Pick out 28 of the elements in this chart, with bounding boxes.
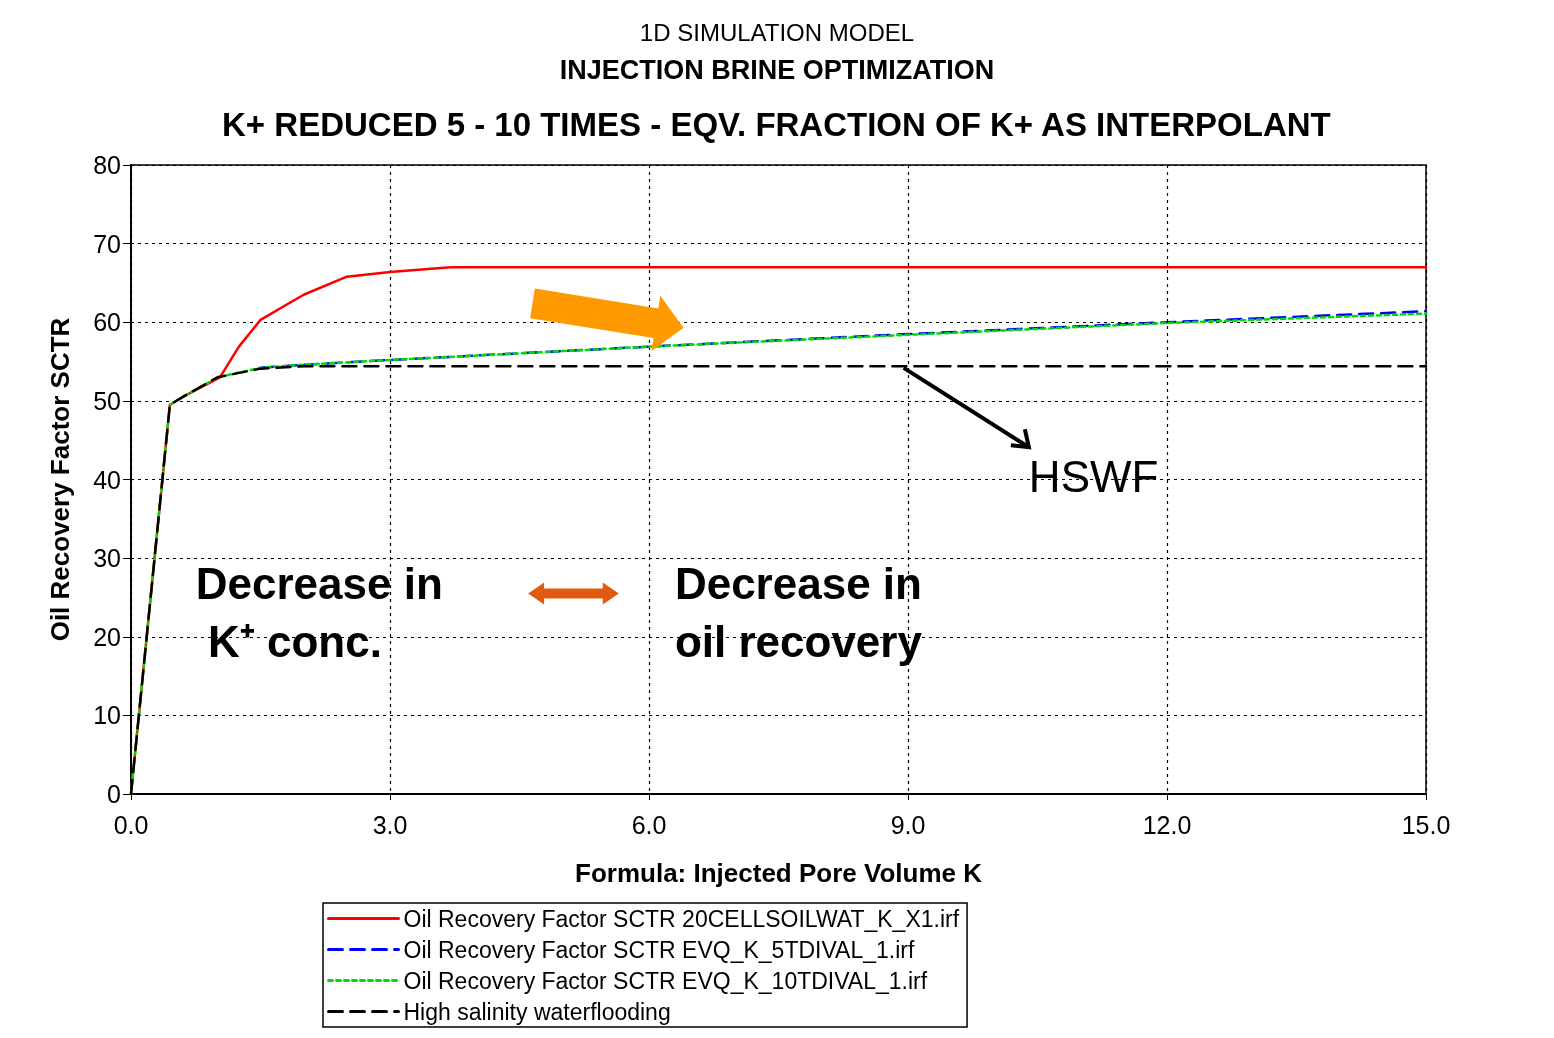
y-tick-label: 70 <box>93 229 121 258</box>
x-tick-label: 3.0 <box>372 810 408 839</box>
legend-label: High salinity waterflooding <box>403 998 671 1025</box>
y-tick-label: 20 <box>93 622 121 651</box>
y-axis-title: Oil Recovery Factor SCTR <box>45 317 75 642</box>
annotation: Decrease in K⁺ conc. <box>195 558 443 666</box>
x-tick-label: 9.0 <box>890 810 926 839</box>
legend-label: Oil Recovery Factor SCTR 20CELLSOILWAT_K_X1.irf <box>403 905 960 932</box>
text: 1D SIMULATION MODEL <box>639 18 915 46</box>
y-tick-label: 10 <box>93 701 121 730</box>
annotation: Decrease in oil recovery <box>674 558 935 666</box>
x-tick-label: 0.0 <box>113 810 149 839</box>
annotation: HSWF <box>1028 451 1159 501</box>
y-tick-label: 30 <box>93 544 121 573</box>
x-tick-label: 6.0 <box>631 810 667 839</box>
x-axis-title: Formula: Injected Pore Volume K <box>575 858 983 888</box>
x-tick-label: 12.0 <box>1142 810 1192 839</box>
y-tick-label: 40 <box>93 465 121 494</box>
legend-label: Oil Recovery Factor SCTR EVQ_K_5TDIVAL_1.irf <box>403 936 915 963</box>
y-tick-label: 80 <box>93 151 121 179</box>
line-series <box>259 309 1428 370</box>
y-tick-label: 50 <box>93 386 121 415</box>
chart-subtitle: INJECTION BRINE OPTIMIZATION <box>559 54 995 85</box>
y-tick-label: 60 <box>93 308 121 337</box>
chart-title: K+ REDUCED 5 - 10 TIMES - EQV. FRACTION OF K+ AS INTERPOLANT <box>222 106 1331 143</box>
y-tick-label: 0 <box>107 780 121 808</box>
legend-label: Oil Recovery Factor SCTR EVQ_K_10TDIVAL_1.irf <box>403 967 928 994</box>
x-tick-label: 15.0 <box>1401 810 1451 839</box>
